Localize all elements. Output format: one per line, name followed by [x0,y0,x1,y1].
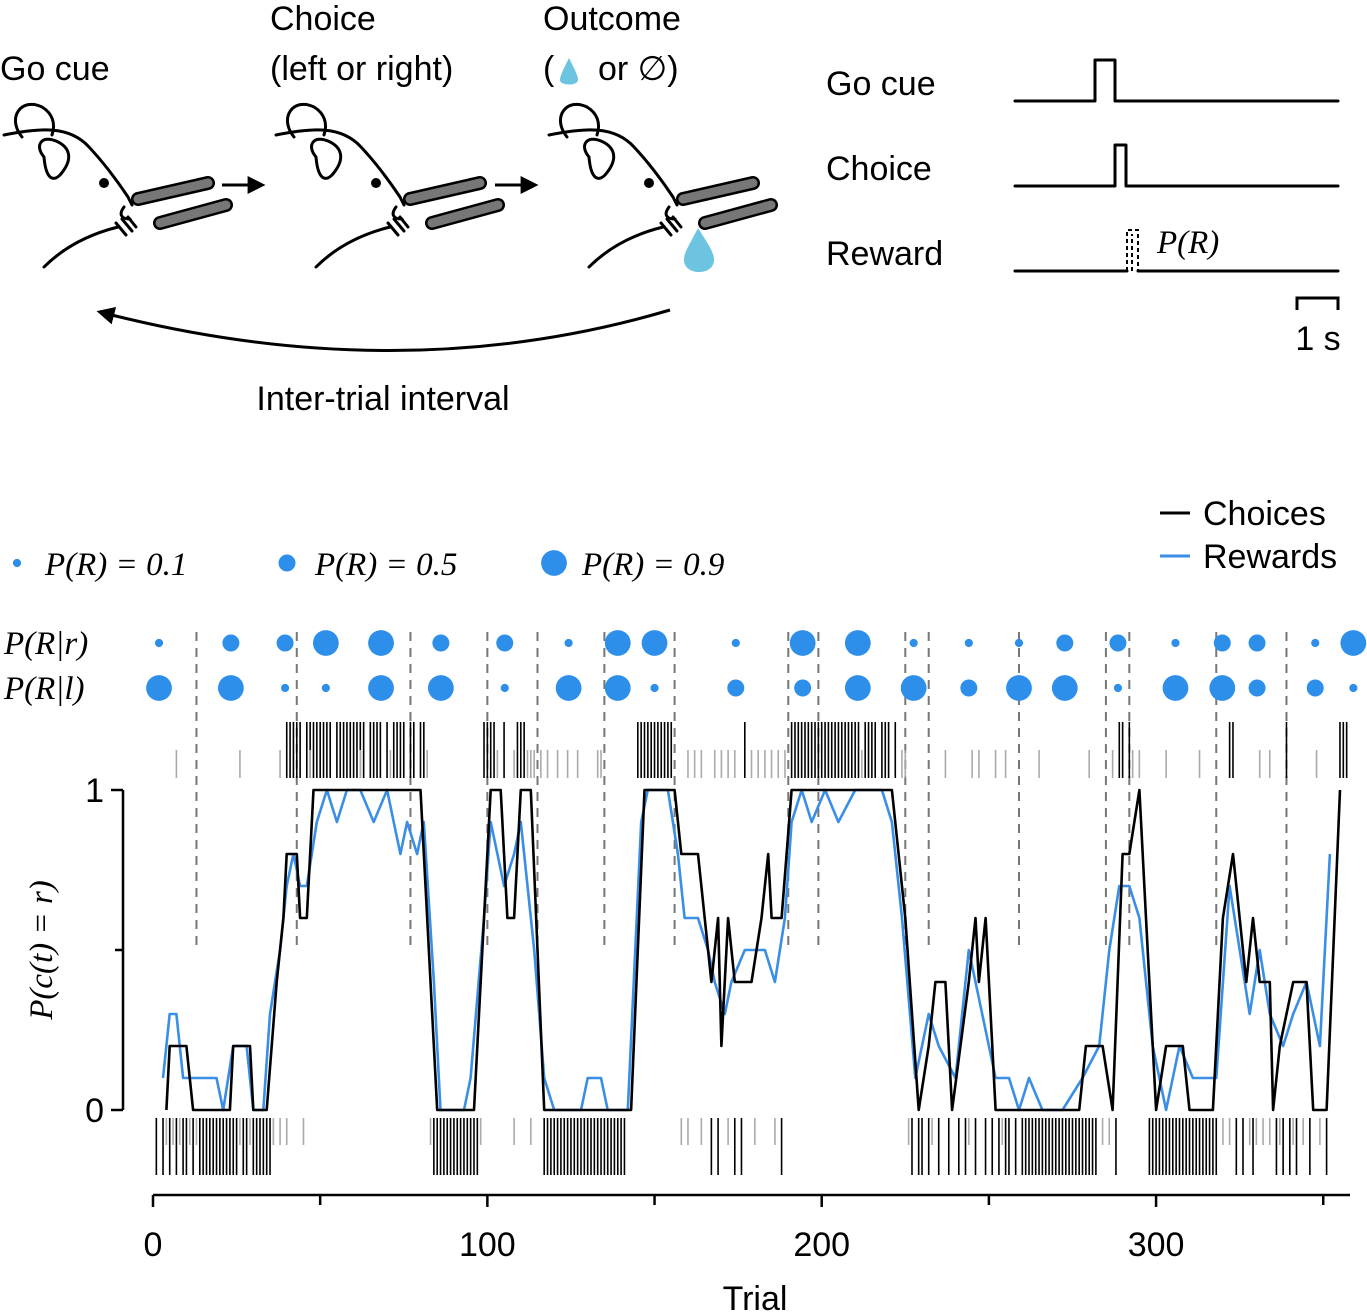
outcome-close: or ∅) [598,50,679,88]
y-axis-label: P(c(t) = r) [24,880,60,1021]
block-dot [1109,634,1127,652]
y-tick-label: 1 [85,772,104,810]
legend-label: Choices [1203,495,1326,533]
block-dot [1014,638,1024,648]
block-dot [555,675,582,701]
block-dot [960,679,978,697]
mouse [4,104,226,267]
block-dot [1171,638,1180,648]
block-dot [427,675,454,701]
block-dot [321,683,330,693]
block-dot [500,683,509,693]
block-dot [280,683,290,693]
x-tick-label: 300 [1128,1226,1185,1264]
timing: Go cue Choice Reward P(R) 1 s [826,58,1341,358]
block-dot [727,679,745,697]
block-dot [909,638,918,648]
block-dot [564,638,573,648]
block-dot [1340,630,1367,656]
x-tick-label: 100 [459,1226,516,1264]
legend-label: P(R) = 0.5 [314,547,457,583]
legend-label: Rewards [1203,538,1337,576]
block-dot [1006,675,1032,701]
block-dot [368,675,394,701]
x-tick-label: 0 [144,1226,163,1264]
legend-dot [541,550,567,576]
schematic: Go cue Choice (left or right) Outcome ( … [0,0,771,418]
block-dot [496,634,514,652]
trace-dashed [1126,229,1139,271]
x-tick-label: 200 [793,1226,850,1264]
block-dot [218,675,244,701]
block-dot [1051,675,1078,701]
block-dot [789,630,816,656]
row-label: P(R|r) [3,626,88,662]
block-dot [604,675,631,701]
block-dot [1056,634,1074,652]
reward-label: P(R) [1156,225,1219,261]
block-dot [146,675,172,701]
block-dot [1306,679,1324,697]
block-dot [844,675,871,701]
legend-label: P(R) = 0.1 [44,547,187,583]
block-dot [1248,679,1266,697]
drop [684,228,714,272]
timing-label: Reward [826,235,943,273]
row-label: P(R|l) [3,671,85,707]
legend-label: P(R) = 0.9 [581,547,724,583]
block-dot [1113,683,1123,693]
block-dot [222,634,240,652]
block-dot [731,638,740,648]
legend-dot [278,554,296,572]
drop-icon [560,58,578,85]
legend-dot [12,558,22,568]
block-dot [964,638,973,648]
block-dot [312,630,339,656]
timing-label: Choice [826,150,932,188]
y-tick-label: 0 [85,1092,104,1130]
trace [1013,58,1340,103]
block-dot [900,675,927,701]
outcome-open: ( [543,50,555,88]
step-label: (left or right) [270,50,453,88]
block-dot [1162,675,1189,701]
block-dot [1213,634,1231,652]
scale-label: 1 s [1295,320,1340,358]
loop-arrow [96,306,671,352]
chart: P(c(t) = r) Trial P(R|r) P(R|l) [3,626,787,1314]
loop-label: Inter-trial interval [256,380,509,418]
block-dot [604,630,631,656]
x-axis-label: Trial [723,1280,788,1314]
mouse [549,104,771,267]
block-dot [1209,675,1236,701]
series-line [165,788,1342,1112]
timing-label: Go cue [826,65,936,103]
block-dot [1311,638,1320,648]
step-label: Outcome [543,0,681,38]
block-dot [794,679,812,697]
block-dot [844,630,871,656]
block-dot [1349,683,1358,693]
block-dot [276,634,294,652]
scale-bar [1295,296,1340,310]
step-label: Choice [270,0,376,38]
block-dot [641,630,668,656]
mouse [276,104,498,267]
block-dot [368,630,394,656]
block-dot [650,683,659,693]
block-dot [154,638,164,648]
step-label: Go cue [0,50,110,88]
block-dot [1248,634,1266,652]
block-dot [432,634,450,652]
trace [1013,143,1340,188]
